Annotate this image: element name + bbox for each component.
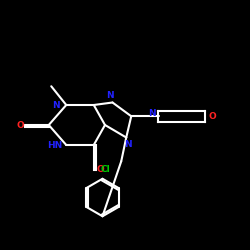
Text: N: N (106, 90, 113, 100)
Text: N: N (52, 100, 60, 110)
Text: N: N (148, 109, 156, 118)
Text: N: N (124, 140, 132, 149)
Text: O: O (16, 120, 24, 130)
Text: O: O (208, 112, 216, 121)
Text: HN: HN (48, 140, 63, 149)
Text: Cl: Cl (100, 166, 110, 174)
Text: O: O (96, 166, 104, 174)
